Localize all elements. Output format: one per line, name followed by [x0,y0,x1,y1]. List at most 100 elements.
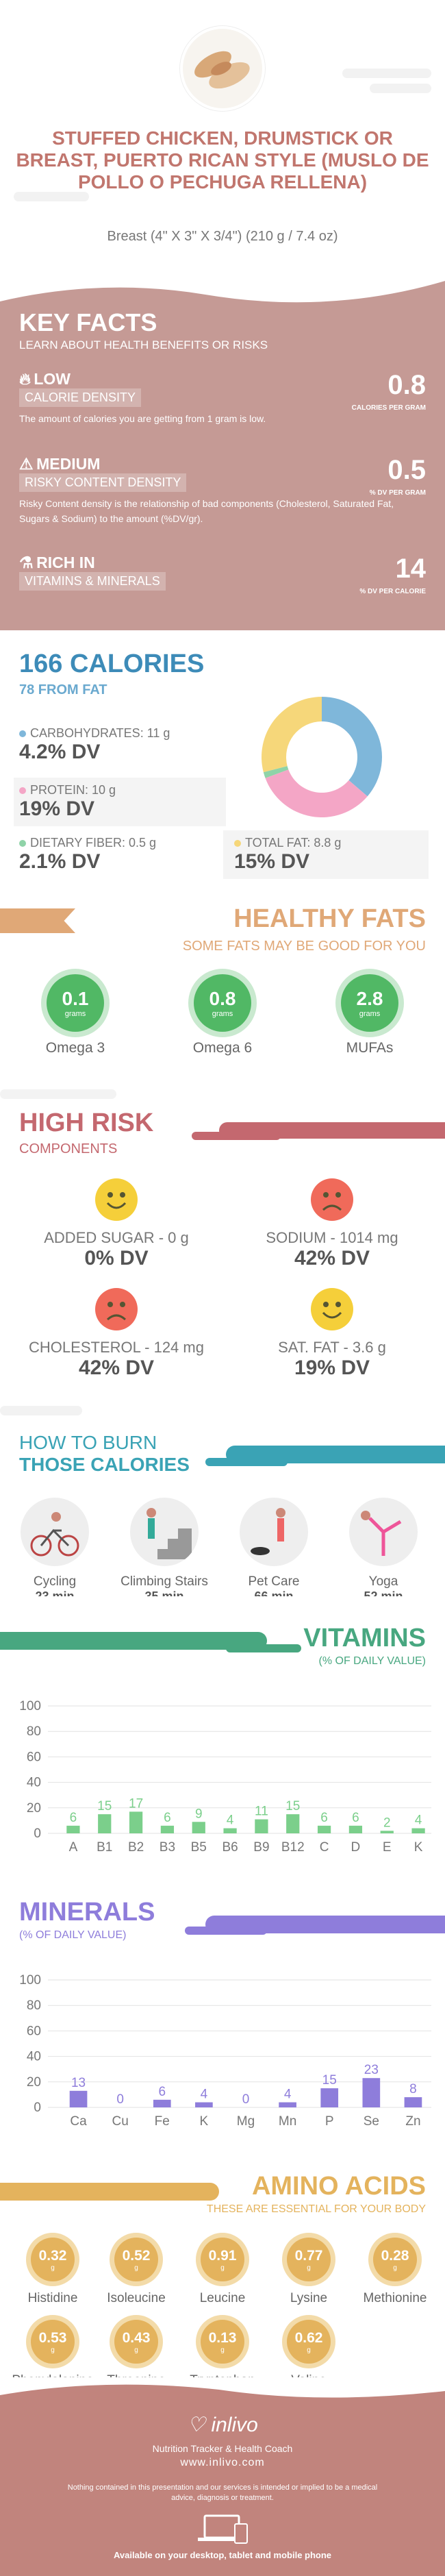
bar-value-label: 6 [320,1811,328,1825]
fact-value: 0.8 [387,370,426,400]
bar-B2 [129,1811,143,1833]
risk-sodium: SODIUM - 1014 mg 42% DV [229,1178,435,1270]
calories-from-fat: 78 FROM FAT [19,682,107,697]
bar-value-label: 8 [409,2082,417,2096]
fat-omega3: 0.1 grams Omega 3 [34,974,116,1056]
amino-unit: g [51,2346,55,2354]
macro-fat: TOTAL FAT: 8.8 g 15% DV [223,830,429,879]
bar-C [317,1825,331,1833]
bar-K [411,1828,425,1833]
activity-name: Climbing Stairs [120,1574,208,1589]
bar-value-label: 4 [284,2088,292,2102]
bar-value-label: 9 [195,1807,203,1821]
burn-calories-section: HOW TO BURN THOSE CALORIES Cycling 23 min… [0,1404,445,1596]
bar-Mn [279,2102,296,2107]
x-tick-label: Mg [237,2114,255,2129]
fat-value: 0.1 [62,988,89,1009]
amino-unit: g [220,2346,225,2354]
x-tick-label: B2 [128,1840,144,1855]
happy-face-icon [311,1288,353,1330]
amino-lysine: 0.77 g Lysine [266,2238,352,2306]
fact-calorie-density: 🔥︎ LOW CALORIE DENSITY 0.8 CALORIES PER … [19,370,426,445]
activity-name: Cycling [33,1574,77,1589]
amino-unit: g [134,2264,138,2272]
vitamins-title: VITAMINS [303,1624,426,1652]
healthy-fats-title: HEALTHY FATS [233,904,426,933]
macro-fiber: DIETARY FIBER: 0.5 g 2.1% DV [19,836,156,874]
high-risk-title: HIGH RISK [19,1109,154,1137]
fact-unit: % DV PER CALORIE [359,588,426,595]
macro-dv: 4.2% DV [19,741,101,763]
risk-sat-fat: SAT. FAT - 3.6 g 19% DV [229,1288,435,1380]
fat-name: Omega 3 [45,1040,105,1056]
fact-description: The amount of calories you are getting f… [19,413,266,424]
x-tick-label: Se [364,2114,379,2129]
bar-Zn [404,2097,422,2107]
bar-Ca [69,2090,88,2107]
carbs-dot [19,730,26,737]
fiber-dot [19,840,26,847]
amino-threonine: 0.43gThreonine [93,2320,179,2388]
fat-value: 2.8 [356,988,383,1009]
flask-icon: ⚗ [19,554,34,571]
sad-face-icon [95,1288,138,1330]
amino-unit: g [307,2346,311,2354]
amino-unit: g [393,2264,397,2272]
activity-name: Yoga [368,1574,398,1589]
activity-stairs: Climbing Stairs 35 min [116,1498,212,1596]
key-facts-section: KEY FACTS LEARN ABOUT HEALTH BENEFITS OR… [0,274,445,630]
bar-B12 [286,1814,300,1833]
x-tick-label: E [383,1840,392,1855]
x-tick-label: B6 [222,1840,238,1855]
y-tick-label: 40 [27,2050,41,2064]
y-tick-label: 0 [34,1826,41,1841]
activity-time: 66 min [254,1589,294,1596]
footer: ♡ inlivo Nutrition Tracker & Health Coac… [0,2377,445,2576]
bar-value-label: 15 [285,1799,300,1813]
bar-Fe [153,2099,171,2107]
amino-name: Methionine [363,2291,427,2305]
amino-name: Histidine [27,2291,78,2305]
brand-url[interactable]: www.inlivo.com [180,2457,265,2468]
x-tick-label: Zn [405,2114,420,2129]
activity-time: 52 min [364,1589,403,1596]
vitamins-section: VITAMINS (% OF DAILY VALUE) 0 20 40 60 80 100… [0,1624,445,1870]
ribbon-decoration [0,2183,219,2201]
bar-A [66,1825,80,1833]
warning-icon: ⚠ [19,455,34,473]
donut-slice-protein [265,769,368,817]
bar-P [320,2088,339,2107]
risk-dv: 19% DV [294,1357,370,1379]
pet-care-icon [240,1498,308,1566]
fact-label: CALORIE DENSITY [19,388,142,407]
risk-label: SODIUM - 1014 mg [266,1229,398,1246]
heart-icon: ♡ [187,2414,206,2436]
amino-value: 0.13 [208,2329,237,2346]
risk-label: ADDED SUGAR - 0 g [44,1229,189,1246]
donut-slice-fiber [263,766,289,778]
x-tick-label: D [351,1840,361,1855]
amino-value: 0.52 [122,2247,151,2264]
macro-label: TOTAL FAT: 8.8 g [245,836,342,850]
x-tick-label: C [320,1840,329,1855]
bar-D [348,1825,363,1833]
ribbon-decoration [0,908,75,933]
amino-unit: g [307,2264,311,2272]
minerals-subtitle: (% OF DAILY VALUE) [19,1929,127,1941]
ribbon-decoration [0,1632,267,1650]
bar-value-label: 17 [129,1796,143,1811]
bar-value-label: 15 [97,1799,112,1813]
fact-risky-density: ⚠ MEDIUM RISKY CONTENT DENSITY 0.5 % DV … [19,455,426,544]
macro-dv: 2.1% DV [19,850,101,873]
amino-name: Isoleucine [107,2291,166,2305]
x-tick-label: Ca [70,2114,87,2129]
x-tick-label: Mn [279,2114,296,2129]
amino-title: AMINO ACIDS [251,2172,426,2201]
risk-label: SAT. FAT - 3.6 g [278,1339,386,1356]
risk-added-sugar: ADDED SUGAR - 0 g 0% DV [14,1178,219,1270]
key-facts-title: KEY FACTS [19,308,157,336]
x-tick-label: A [69,1840,78,1855]
protein-dot [19,787,26,794]
bar-value-label: 23 [364,2063,379,2077]
fat-value: 0.8 [209,988,236,1009]
